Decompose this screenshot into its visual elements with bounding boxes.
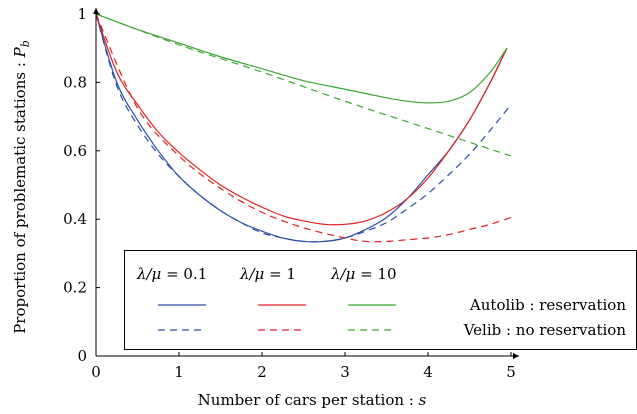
x-tick-label: 5 [506,363,516,381]
series-line-autolib-ratio-1 [95,13,508,226]
x-tick-label: 4 [423,363,433,381]
x-axis-title: Number of cars per station : s [198,391,427,409]
legend-column-header: λ/μ = 1 [239,265,296,283]
legend-row-label: Velib : no reservation [463,321,627,339]
series-line-velib-ratio-0-1 [95,13,512,243]
series-line-autolib-ratio-10 [95,13,508,104]
y-tick-label: 0.2 [63,279,87,297]
x-tick-label: 1 [174,363,184,381]
x-tick-label: 0 [91,363,101,381]
legend-column-header: λ/μ = 0.1 [136,265,207,283]
x-axis-arrow [513,353,519,359]
legend-column-header: λ/μ = 10 [330,265,397,283]
y-axis-title: Proportion of problematic stations : Pb [11,40,32,334]
x-tick-label: 3 [340,363,350,381]
y-tick-label: 0.6 [63,142,87,160]
y-tick-label: 0.8 [63,73,87,91]
x-tick-label: 2 [257,363,267,381]
series-line-velib-ratio-10 [95,13,512,157]
plot-curves [95,13,512,243]
legend-row-label: Autolib : reservation [469,296,626,314]
y-tick-label: 0 [77,347,87,365]
axes: 0 1 2 3 4 5 0 0.2 0.4 0.6 0.8 1 [63,5,519,381]
y-axis-arrow [93,8,99,14]
y-tick-label: 1 [77,5,87,23]
series-line-autolib-ratio-0-1 [95,13,508,243]
legend: λ/μ = 0.1 λ/μ = 1 λ/μ = 10 Autolib : reserv… [124,250,637,350]
y-tick-label: 0.4 [63,210,87,228]
series-line-velib-ratio-1 [95,13,512,243]
